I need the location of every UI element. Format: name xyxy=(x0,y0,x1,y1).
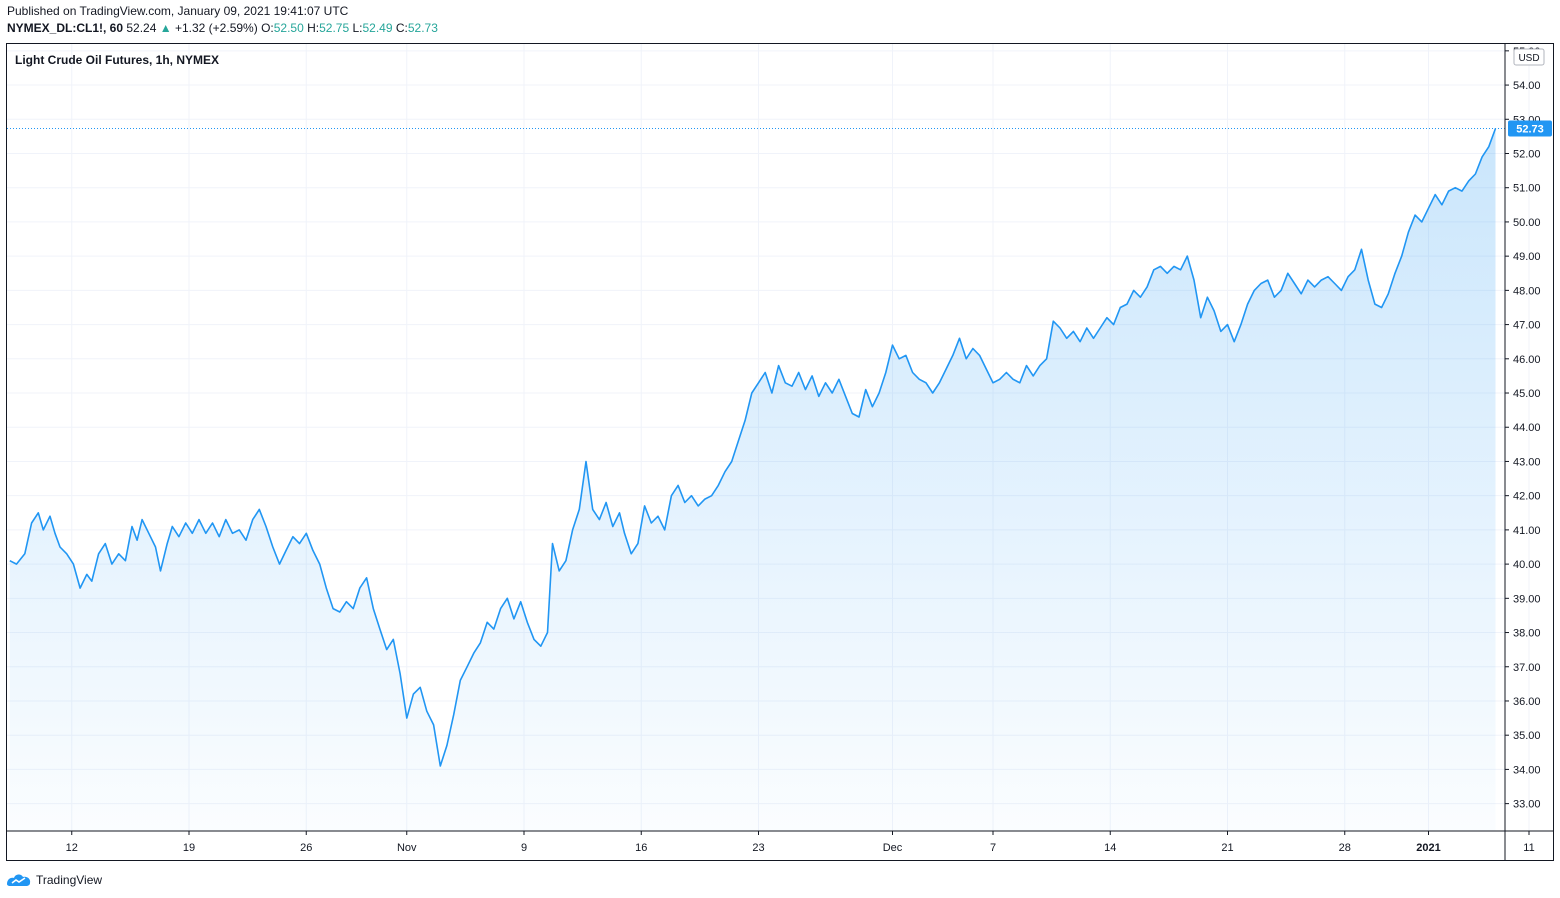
last-price-badge-label: 52.73 xyxy=(1516,124,1544,136)
y-tick-label: 36.00 xyxy=(1513,696,1541,708)
footer: TradingView xyxy=(6,871,102,889)
y-tick-label: 47.00 xyxy=(1513,320,1541,332)
y-tick-label: 42.00 xyxy=(1513,491,1541,503)
y-tick-label: 35.00 xyxy=(1513,730,1541,742)
x-tick-label: 16 xyxy=(635,842,647,854)
currency-label: USD xyxy=(1518,53,1539,64)
low-label: L: xyxy=(352,21,363,35)
y-tick-label: 51.00 xyxy=(1513,183,1541,195)
axes: 33.00 34.00 35.00 36.00 37.00 38.00 39.00 40.00… xyxy=(6,43,1554,861)
y-tick-label: 49.00 xyxy=(1513,251,1541,263)
change-value: +1.32 (+2.59%) xyxy=(174,21,258,35)
x-tick-label: 23 xyxy=(752,842,764,854)
close-value: 52.73 xyxy=(407,21,438,35)
y-tick-label: 46.00 xyxy=(1513,354,1541,366)
x-tick-label: 28 xyxy=(1339,842,1351,854)
chart-title: Light Crude Oil Futures, 1h, NYMEX xyxy=(15,53,219,67)
last-price: 52.24 xyxy=(126,21,157,35)
y-tick-label: 50.00 xyxy=(1513,217,1541,229)
x-tick-label: 26 xyxy=(300,842,312,854)
price-chart[interactable]: 33.00 34.00 35.00 36.00 37.00 38.00 39.00 40.00… xyxy=(6,43,1554,861)
y-tick-label: 43.00 xyxy=(1513,456,1541,468)
y-tick-label: 40.00 xyxy=(1513,559,1541,571)
y-tick-label: 48.00 xyxy=(1513,285,1541,297)
x-tick-label: 14 xyxy=(1104,842,1116,854)
y-tick-label: 34.00 xyxy=(1513,764,1541,776)
up-arrow-icon: ▲ xyxy=(159,21,172,35)
x-tick-label: 9 xyxy=(521,842,527,854)
published-caption: Published on TradingView.com, January 09… xyxy=(7,4,349,18)
chart-border xyxy=(6,43,1554,861)
high-label: H: xyxy=(307,21,320,35)
x-tick-label: 19 xyxy=(183,842,195,854)
currency-badge: USD xyxy=(1513,48,1545,66)
x-tick-label: 21 xyxy=(1221,842,1233,854)
last-price-badge: 52.73 xyxy=(1508,120,1552,137)
y-tick-label: 52.00 xyxy=(1513,148,1541,160)
price-line xyxy=(9,128,1497,767)
x-tick-label: 11 xyxy=(1523,842,1534,854)
y-tick-label: 39.00 xyxy=(1513,593,1541,605)
price-area xyxy=(9,128,1496,831)
open-value: 52.50 xyxy=(273,21,304,35)
quote-line: NYMEX_DL:CL1!, 60 52.24 ▲ +1.32 (+2.59%)… xyxy=(7,21,438,35)
chart-frame[interactable]: 33.00 34.00 35.00 36.00 37.00 38.00 39.00 40.00… xyxy=(6,43,1554,861)
symbol-label: NYMEX_DL:CL1!, 60 xyxy=(7,21,124,35)
footer-brand: TradingView xyxy=(36,873,103,887)
y-tick-label: 41.00 xyxy=(1513,525,1541,537)
high-value: 52.75 xyxy=(319,21,350,35)
open-label: O: xyxy=(261,21,274,35)
y-tick-label: 54.00 xyxy=(1513,80,1541,92)
x-tick-label: Dec xyxy=(883,842,903,854)
x-tick-label: 7 xyxy=(990,842,996,854)
y-tick-label: 33.00 xyxy=(1513,799,1541,811)
y-tick-label: 45.00 xyxy=(1513,388,1541,400)
y-tick-label: 38.00 xyxy=(1513,628,1541,640)
x-tick-label: 2021 xyxy=(1416,842,1440,854)
y-tick-label: 44.00 xyxy=(1513,422,1541,434)
low-value: 52.49 xyxy=(362,21,393,35)
x-tick-label: 12 xyxy=(66,842,78,854)
close-label: C: xyxy=(395,21,408,35)
x-tick-label: Nov xyxy=(397,842,417,854)
tradingview-logo-icon xyxy=(7,874,31,886)
y-tick-label: 37.00 xyxy=(1513,662,1541,674)
